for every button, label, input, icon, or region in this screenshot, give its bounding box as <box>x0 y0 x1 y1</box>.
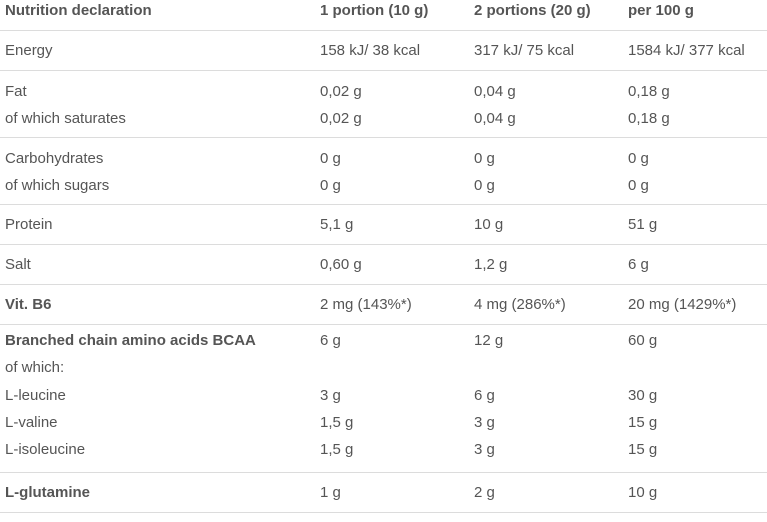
row-label: Branched chain amino acids BCAA <box>5 332 256 350</box>
cell-one-portion: 3 g <box>320 386 341 404</box>
cell-two-portions: 0,04 g <box>474 110 516 127</box>
cell-two-portions: 2 g <box>474 484 495 501</box>
table-row-vit-b6: Vit. B6 2 mg (143%*) 4 mg (286%*) 20 mg … <box>0 285 767 325</box>
row-label: of which sugars <box>5 177 110 194</box>
cell-per-100g: 51 g <box>628 216 658 233</box>
cell-per-100g: 0 g <box>628 150 649 167</box>
cell-one-portion: 0 g <box>320 150 341 167</box>
cell-per-100g: 6 g <box>628 256 649 273</box>
cell-two-portions: 12 g <box>474 332 504 350</box>
cell-one-portion: 2 mg (143%*) <box>320 296 412 313</box>
cell-per-100g: 60 g <box>628 332 658 350</box>
row-line-isoleucine: L-isoleucine 1,5 g 3 g 15 g <box>0 436 767 463</box>
cell-two-portions: 6 g <box>474 386 495 404</box>
cell-two-portions: 0,04 g <box>474 83 516 100</box>
cell-two-portions: 0 g <box>474 177 495 194</box>
header-per-100g: per 100 g <box>628 2 694 19</box>
cell-one-portion: 1,5 g <box>320 441 354 459</box>
row-line-bcaa: Branched chain amino acids BCAA 6 g 12 g… <box>0 327 767 354</box>
cell-per-100g: 15 g <box>628 441 658 459</box>
row-label: Energy <box>5 42 53 59</box>
table-row-energy: Energy 158 kJ/ 38 kcal 317 kJ/ 75 kcal 1… <box>0 31 767 71</box>
cell-per-100g: 15 g <box>628 414 658 432</box>
cell-per-100g: 0 g <box>628 177 649 194</box>
row-label: Protein <box>5 216 53 233</box>
table-row-protein: Protein 5,1 g 10 g 51 g <box>0 205 767 245</box>
row-label: Vit. B6 <box>5 296 52 313</box>
table-row-glutamine: L-glutamine 1 g 2 g 10 g <box>0 473 767 513</box>
cell-one-portion: 1,5 g <box>320 414 354 432</box>
cell-per-100g: 0,18 g <box>628 83 670 100</box>
cell-two-portions: 4 mg (286%*) <box>474 296 566 313</box>
row-line-of-which: of which: <box>0 354 767 381</box>
table-header-row: Nutrition declaration 1 portion (10 g) 2… <box>0 0 767 31</box>
cell-per-100g: 1584 kJ/ 377 kcal <box>628 42 745 59</box>
row-label: Fat <box>5 83 27 100</box>
header-one-portion: 1 portion (10 g) <box>320 2 429 19</box>
cell-per-100g: 20 mg (1429%*) <box>628 296 737 313</box>
table-row-carbohydrates: Carbohydrates 0 g 0 g 0 g of which sugar… <box>0 138 767 205</box>
header-two-portions: 2 portions (20 g) <box>474 2 591 19</box>
row-line-fat: Fat 0,02 g 0,04 g 0,18 g <box>0 78 767 105</box>
row-label: Salt <box>5 256 31 273</box>
cell-two-portions: 1,2 g <box>474 256 508 273</box>
cell-one-portion: 1 g <box>320 484 341 501</box>
cell-one-portion: 6 g <box>320 332 341 350</box>
cell-two-portions: 10 g <box>474 216 504 233</box>
cell-two-portions: 0 g <box>474 150 495 167</box>
cell-one-portion: 0,02 g <box>320 110 362 127</box>
header-nutrition-declaration: Nutrition declaration <box>5 2 152 19</box>
row-label: L-valine <box>5 414 58 432</box>
cell-one-portion: 0,02 g <box>320 83 362 100</box>
cell-per-100g: 30 g <box>628 386 658 404</box>
cell-one-portion: 0 g <box>320 177 341 194</box>
table-row-fat: Fat 0,02 g 0,04 g 0,18 g of which satura… <box>0 71 767 138</box>
row-line-saturates: of which saturates 0,02 g 0,04 g 0,18 g <box>0 105 767 132</box>
table-row-bcaa: Branched chain amino acids BCAA 6 g 12 g… <box>0 325 767 473</box>
row-label: L-glutamine <box>5 484 90 501</box>
row-line-carbohydrates: Carbohydrates 0 g 0 g 0 g <box>0 145 767 172</box>
row-label: of which saturates <box>5 110 126 127</box>
cell-per-100g: 10 g <box>628 484 658 501</box>
cell-per-100g: 0,18 g <box>628 110 670 127</box>
cell-two-portions: 3 g <box>474 414 495 432</box>
cell-two-portions: 3 g <box>474 441 495 459</box>
row-line-leucine: L-leucine 3 g 6 g 30 g <box>0 382 767 409</box>
table-row-salt: Salt 0,60 g 1,2 g 6 g <box>0 245 767 285</box>
cell-two-portions: 317 kJ/ 75 kcal <box>474 42 575 59</box>
cell-one-portion: 5,1 g <box>320 216 354 233</box>
row-line-sugars: of which sugars 0 g 0 g 0 g <box>0 172 767 199</box>
row-label: of which: <box>5 359 65 377</box>
cell-one-portion: 0,60 g <box>320 256 362 273</box>
cell-one-portion: 158 kJ/ 38 kcal <box>320 42 421 59</box>
row-label: L-leucine <box>5 386 66 404</box>
row-line-valine: L-valine 1,5 g 3 g 15 g <box>0 409 767 436</box>
row-label: Carbohydrates <box>5 150 104 167</box>
row-label: L-isoleucine <box>5 441 86 459</box>
